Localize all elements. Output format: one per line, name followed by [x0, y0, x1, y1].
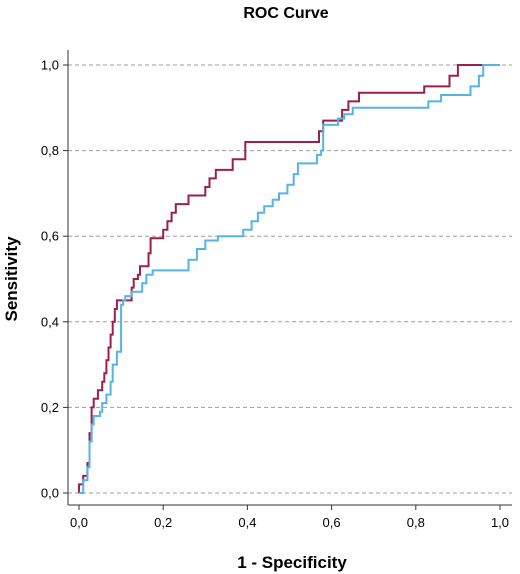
y-tick-label-4: 0,8 — [41, 143, 59, 158]
roc-series-1-line — [78, 64, 500, 493]
x-tick-label-5: 1,0 — [491, 515, 509, 530]
y-tick-label-0: 0,0 — [41, 486, 59, 501]
y-tick-label-3: 0,6 — [41, 229, 59, 244]
x-tick-label-4: 0,8 — [407, 515, 425, 530]
tick-labels: 0,0 0,2 0,4 0,6 0,8 1,0 0,0 0,2 0,4 0,6 0,8 1,0 — [41, 58, 509, 531]
x-tick-label-0: 0,0 — [70, 515, 88, 530]
y-tick-label-5: 1,0 — [41, 58, 59, 73]
roc-series-2-line — [79, 64, 500, 494]
x-tick-label-3: 0,6 — [323, 515, 341, 530]
x-tick-label-2: 0,4 — [238, 515, 256, 530]
y-tick-label-1: 0,2 — [41, 400, 59, 415]
x-tick-label-1: 0,2 — [154, 515, 172, 530]
chart-title: ROC Curve — [243, 5, 328, 22]
x-axis-label: 1 - Specificity — [237, 553, 347, 572]
y-tick-label-2: 0,4 — [41, 314, 59, 329]
series-curves — [78, 64, 500, 494]
y-axis-label: Sensitivity — [2, 236, 21, 322]
axes — [63, 50, 512, 510]
grid-lines — [68, 64, 512, 494]
